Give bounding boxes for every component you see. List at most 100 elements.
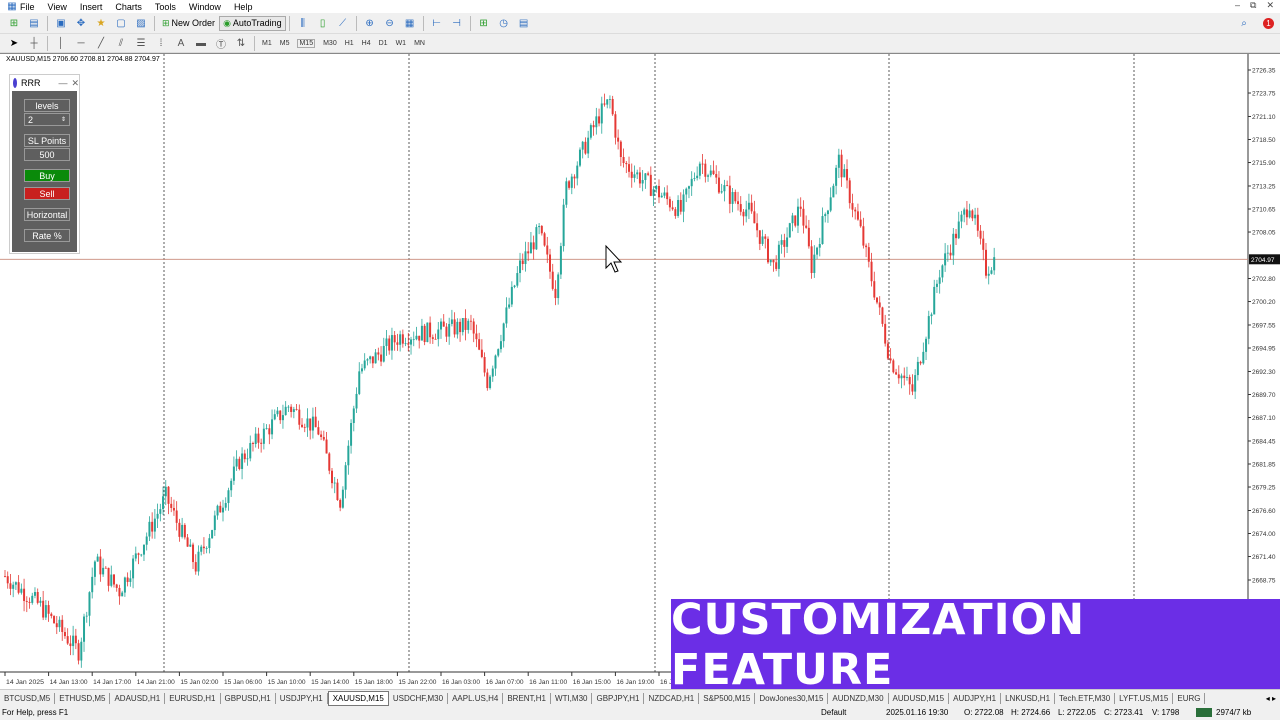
chart-tab[interactable]: LYFT.US,M15 xyxy=(1115,692,1174,704)
price-tick-label: 2702.80 xyxy=(1252,276,1276,283)
candle xyxy=(107,567,110,586)
close-icon[interactable]: ✕ xyxy=(1266,0,1274,10)
tile-windows-icon[interactable]: ▦ xyxy=(404,17,415,29)
candle xyxy=(568,181,571,188)
chart-tab[interactable]: WTI,M30 xyxy=(551,692,593,704)
profile-name[interactable]: Default xyxy=(821,708,847,717)
chart-tab[interactable]: USDCHF,M30 xyxy=(389,692,449,704)
candle xyxy=(505,307,508,324)
autoscroll-icon[interactable]: ⊣ xyxy=(452,17,461,29)
candle xyxy=(445,326,448,337)
timeframe-h1[interactable]: H1 xyxy=(344,39,354,47)
chart-tab[interactable]: S&P500,M15 xyxy=(699,692,756,704)
menu-window[interactable]: Window xyxy=(188,1,221,12)
navigator-icon[interactable]: ★ xyxy=(96,17,106,29)
fibo-fan-icon[interactable]: ⁞ xyxy=(159,37,163,49)
notification-icon[interactable]: 1 xyxy=(1263,17,1274,29)
chart-tab[interactable]: AUDUSD,M15 xyxy=(889,692,950,704)
search-icon[interactable]: ⌕ xyxy=(1241,17,1247,29)
timeframe-d1[interactable]: D1 xyxy=(378,39,388,47)
timeframe-m15[interactable]: M15 xyxy=(297,38,316,48)
spinner-arrows-icon[interactable]: ⇕ xyxy=(60,117,66,123)
indicators-icon[interactable]: ⊞ xyxy=(479,17,488,29)
candle xyxy=(99,556,102,575)
candle xyxy=(437,329,440,340)
zoom-in-icon[interactable]: ⊕ xyxy=(365,17,374,29)
candle xyxy=(630,171,633,178)
candle xyxy=(993,257,996,271)
zoom-out-icon[interactable]: ⊖ xyxy=(385,17,394,29)
timeframe-w1[interactable]: W1 xyxy=(395,39,407,47)
rate-percent-button[interactable]: Rate % xyxy=(24,229,70,242)
menu-tools[interactable]: Tools xyxy=(154,1,176,12)
trendline-icon[interactable]: ╱ xyxy=(97,37,105,49)
menu-charts[interactable]: Charts xyxy=(115,1,142,12)
line-chart-icon[interactable]: ⟋ xyxy=(339,17,347,29)
close-icon[interactable]: ✕ xyxy=(71,77,79,88)
candle xyxy=(44,605,47,618)
periods-icon[interactable]: ◷ xyxy=(499,17,508,29)
minimize-icon[interactable]: – xyxy=(1235,0,1241,10)
sell-button[interactable]: Sell xyxy=(24,187,70,200)
chart-tab[interactable]: XAUUSD,M15 xyxy=(327,690,389,706)
menu-file[interactable]: File xyxy=(20,1,35,12)
new-chart-icon[interactable]: ⊞ xyxy=(9,17,19,29)
chart-tab[interactable]: EURG xyxy=(1173,692,1206,704)
templates-icon[interactable]: ▤ xyxy=(518,17,529,29)
horizontal-line-icon[interactable]: ─ xyxy=(77,37,85,49)
terminal-icon[interactable]: ▢ xyxy=(116,17,126,29)
chart-tab[interactable]: AAPL.US,H4 xyxy=(448,692,504,704)
channel-icon[interactable]: ⫽ xyxy=(118,37,124,49)
bar-chart-icon[interactable]: ⫼ xyxy=(300,17,305,29)
menu-view[interactable]: View xyxy=(47,1,67,12)
chart-tab[interactable]: EURUSD,H1 xyxy=(165,692,221,704)
price-chart[interactable]: 2726.35 2723.75 2721.10 2718.50 2715.90 2713.… xyxy=(0,53,1280,690)
levels-spinner[interactable]: 2 ⇕ xyxy=(24,113,70,126)
candle xyxy=(156,513,159,519)
vertical-line-icon[interactable]: │ xyxy=(57,37,65,49)
chart-tab[interactable]: AUDNZD,M30 xyxy=(828,692,889,704)
profiles-icon[interactable]: ▤ xyxy=(29,17,39,29)
chart-tab[interactable]: BTCUSD,M5 xyxy=(0,692,56,704)
tab-scroll-arrows-icon[interactable]: ◂ ▸ xyxy=(1263,693,1276,703)
timeframe-m1[interactable]: M1 xyxy=(262,39,272,47)
chart-tab[interactable]: LNKUSD,H1 xyxy=(1001,692,1056,704)
new-order-button[interactable]: ⊞ New Order xyxy=(162,17,216,29)
chart-tab[interactable]: GBPJPY,H1 xyxy=(592,692,645,704)
chart-shift-icon[interactable]: ⊢ xyxy=(432,17,441,29)
label-icon[interactable]: ▬ xyxy=(196,37,206,49)
chart-tab[interactable]: USDJPY,H1 xyxy=(276,692,328,704)
restore-icon[interactable]: ⧉ xyxy=(1250,0,1257,10)
chart-tab[interactable]: BRENT,H1 xyxy=(503,692,552,704)
timeframe-m30[interactable]: M30 xyxy=(323,39,337,47)
timeframe-h4[interactable]: H4 xyxy=(361,39,371,47)
text-icon[interactable]: A xyxy=(177,37,185,49)
arrows-icon[interactable]: ⇅ xyxy=(236,37,246,49)
timeframe-mn[interactable]: MN xyxy=(414,39,425,47)
chart-tab[interactable]: Tech.ETF,M30 xyxy=(1055,692,1116,704)
menu-insert[interactable]: Insert xyxy=(79,1,103,12)
chart-tab[interactable]: DowJones30,M15 xyxy=(755,692,829,704)
candlestick-icon[interactable]: ▯ xyxy=(319,17,326,29)
horizontal-button[interactable]: Horizontal xyxy=(24,208,70,221)
menu-help[interactable]: Help xyxy=(233,1,253,12)
chart-tab[interactable]: GBPUSD,H1 xyxy=(221,692,276,704)
data-window-icon[interactable]: ✥ xyxy=(76,17,86,29)
text-label-icon[interactable]: Ⓣ xyxy=(216,39,226,51)
sl-points-input[interactable]: 500 xyxy=(24,148,70,161)
chart-tab[interactable]: ADAUSD,H1 xyxy=(110,692,166,704)
chart-canvas[interactable]: 2726.35 2723.75 2721.10 2718.50 2715.90 2713.… xyxy=(0,54,1280,690)
strategy-tester-icon[interactable]: ▨ xyxy=(136,17,146,29)
autotrading-button[interactable]: ◉ AutoTrading xyxy=(219,15,286,31)
chart-tab[interactable]: NZDCAD,H1 xyxy=(644,692,700,704)
timeframe-m5[interactable]: M5 xyxy=(279,39,290,47)
chart-tab[interactable]: AUDJPY,H1 xyxy=(949,692,1002,704)
cursor-icon[interactable]: ➤ xyxy=(9,37,19,49)
buy-button[interactable]: Buy xyxy=(24,169,70,182)
drawing-toolbar: ➤ ┼ │ ─ ╱ ⫽ ☰ ⁞ A ▬ Ⓣ ⇅ M1 M5 M15 M30 H1… xyxy=(0,34,1280,53)
chart-tab[interactable]: ETHUSD,M5 xyxy=(55,692,111,704)
fibonacci-icon[interactable]: ☰ xyxy=(136,37,146,49)
crosshair-icon[interactable]: ┼ xyxy=(30,37,38,49)
market-watch-icon[interactable]: ▣ xyxy=(56,17,66,29)
minimize-icon[interactable]: — xyxy=(58,78,68,88)
